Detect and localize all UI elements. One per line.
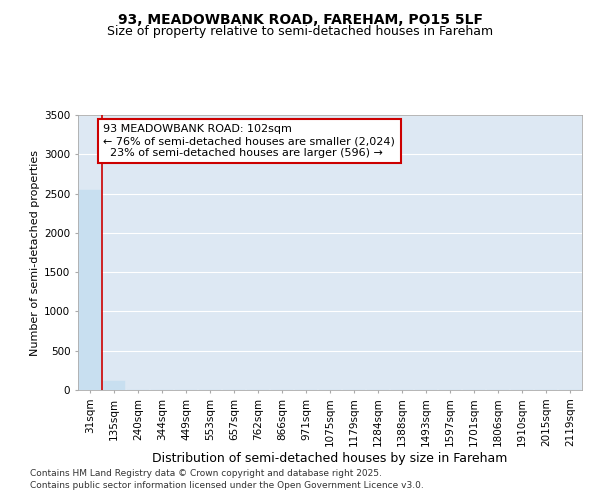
Text: Size of property relative to semi-detached houses in Fareham: Size of property relative to semi-detach… — [107, 25, 493, 38]
Text: Contains public sector information licensed under the Open Government Licence v3: Contains public sector information licen… — [30, 481, 424, 490]
X-axis label: Distribution of semi-detached houses by size in Fareham: Distribution of semi-detached houses by … — [152, 452, 508, 465]
Text: Contains HM Land Registry data © Crown copyright and database right 2025.: Contains HM Land Registry data © Crown c… — [30, 468, 382, 477]
Text: 93 MEADOWBANK ROAD: 102sqm
← 76% of semi-detached houses are smaller (2,024)
  2: 93 MEADOWBANK ROAD: 102sqm ← 76% of semi… — [103, 124, 395, 158]
Bar — [79, 190, 101, 390]
Y-axis label: Number of semi-detached properties: Number of semi-detached properties — [30, 150, 40, 356]
Bar — [103, 382, 125, 390]
Text: 93, MEADOWBANK ROAD, FAREHAM, PO15 5LF: 93, MEADOWBANK ROAD, FAREHAM, PO15 5LF — [118, 12, 482, 26]
